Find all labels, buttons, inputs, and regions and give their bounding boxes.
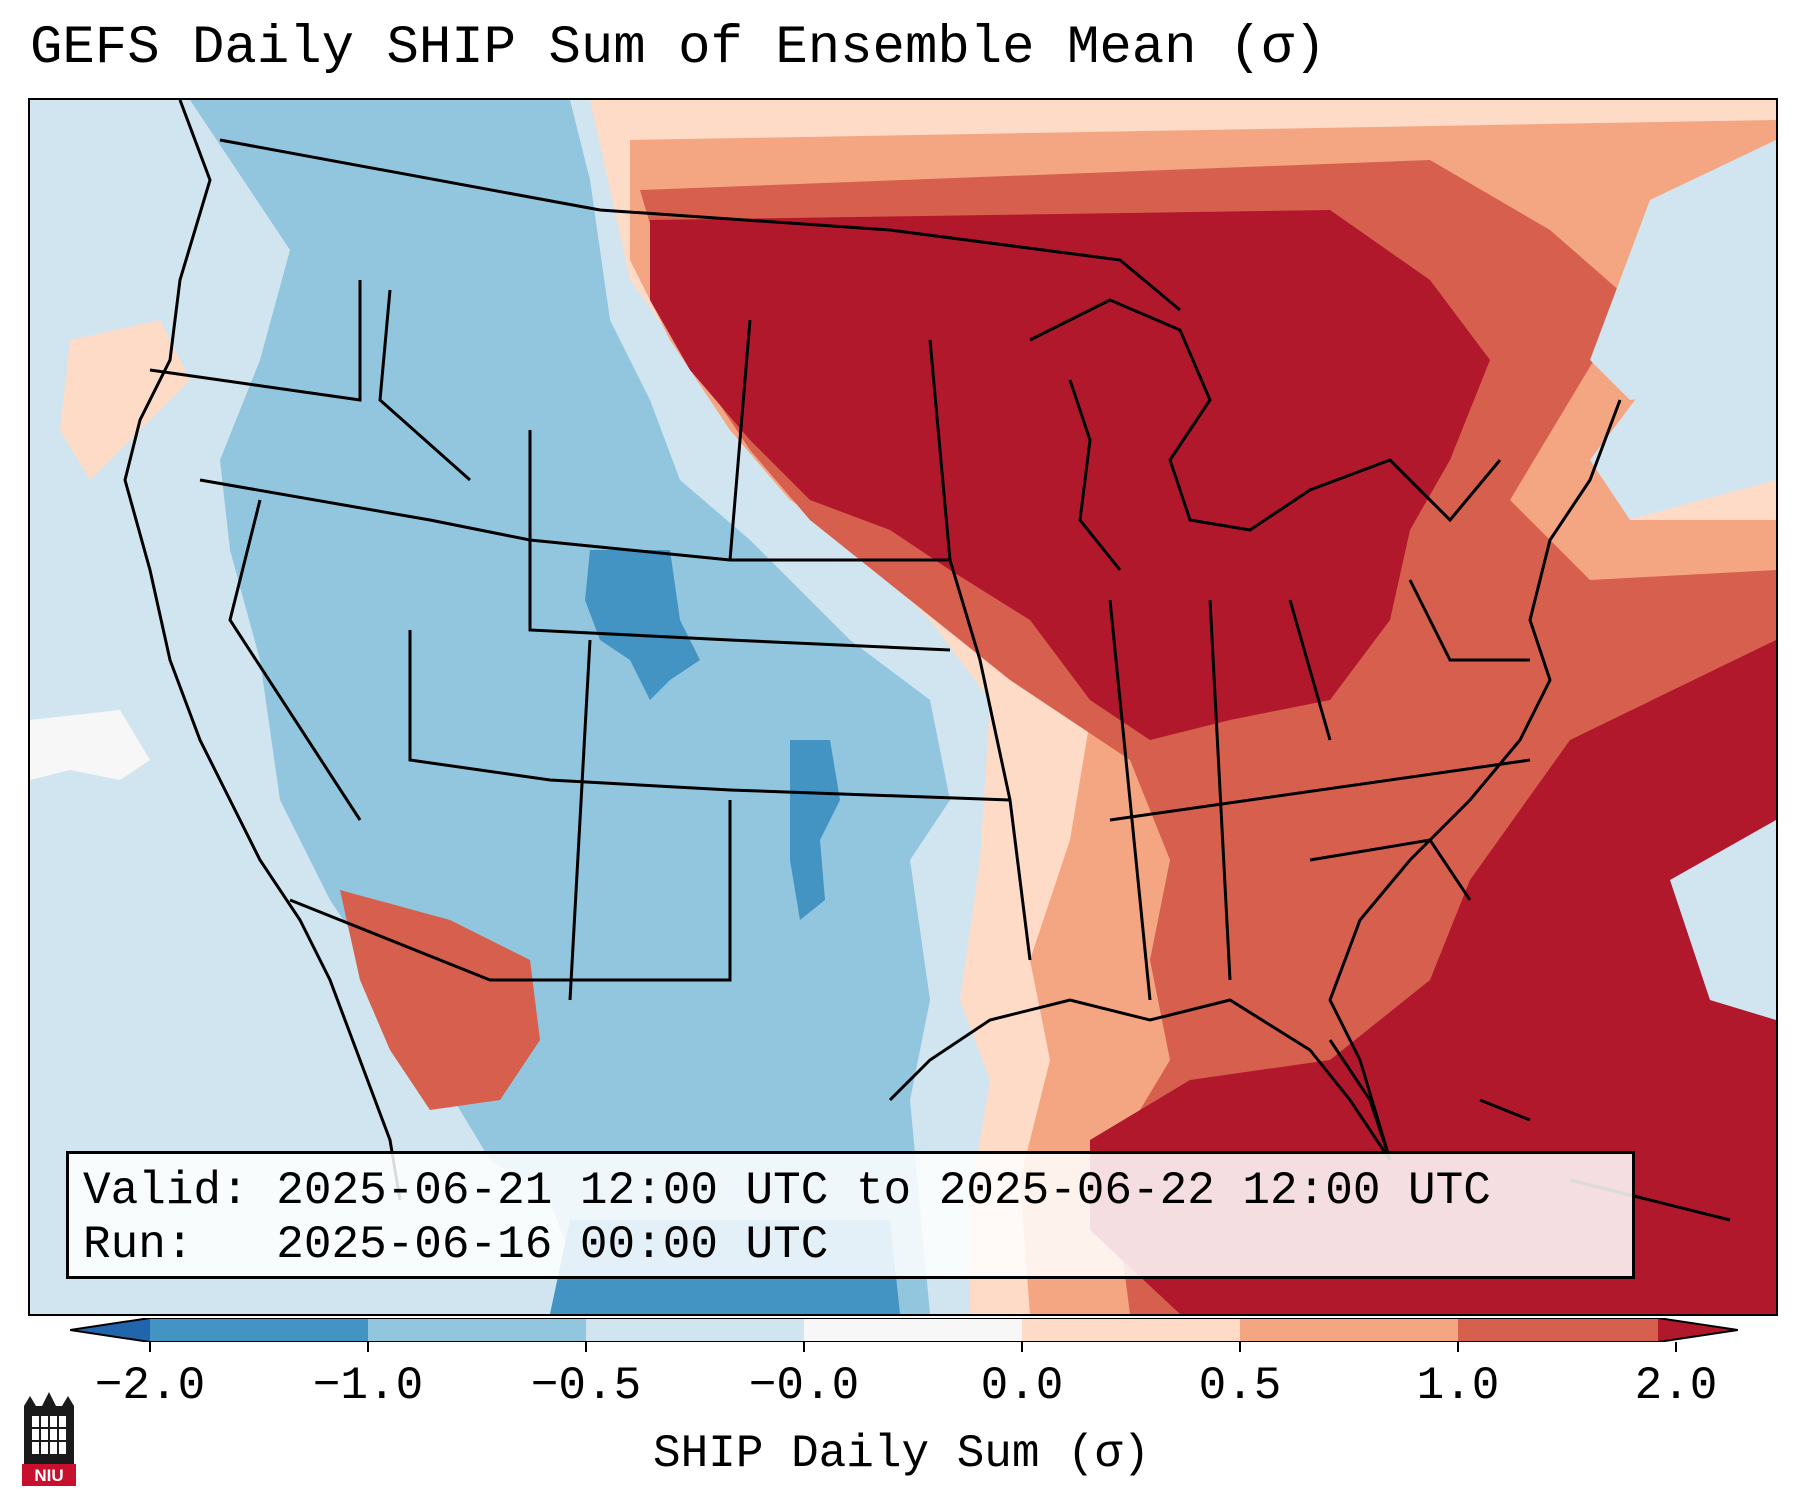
tick-mark bbox=[1675, 1342, 1677, 1352]
field-white-patch-pacific bbox=[30, 710, 150, 780]
colorbar-label: SHIP Daily Sum (σ) bbox=[653, 1428, 1150, 1480]
colorbar-bin-7 bbox=[1458, 1318, 1658, 1342]
field-dark-red-core bbox=[650, 210, 1490, 740]
logo-text: NIU bbox=[34, 1466, 63, 1485]
tick-label: 0.5 bbox=[1198, 1360, 1282, 1412]
tick-label: −0.5 bbox=[530, 1360, 642, 1412]
tick-label: 0.0 bbox=[980, 1360, 1064, 1412]
tick-label: −2.0 bbox=[94, 1360, 206, 1412]
tick-mark bbox=[149, 1342, 151, 1352]
valid-label: Valid: bbox=[83, 1165, 249, 1217]
colorbar-bin-1 bbox=[150, 1318, 368, 1342]
run-label: Run: bbox=[83, 1219, 194, 1271]
field-dark-blue-colorado bbox=[585, 550, 700, 700]
ship-field-map bbox=[30, 100, 1776, 1314]
field-medium-blue-west bbox=[190, 100, 950, 1314]
tick-mark bbox=[1457, 1342, 1459, 1352]
colorbar-extend-high bbox=[1658, 1318, 1738, 1342]
field-light-blue-northeast bbox=[1590, 140, 1776, 400]
boundary-lines bbox=[123, 100, 1731, 1222]
tick-mark bbox=[803, 1342, 805, 1352]
tick-mark bbox=[1021, 1342, 1023, 1352]
colorbar-bin-4 bbox=[804, 1318, 1022, 1342]
colorbar-bin-2 bbox=[368, 1318, 586, 1342]
field-dark-blue-oklahoma bbox=[790, 740, 840, 920]
tick-label: 1.0 bbox=[1416, 1360, 1500, 1412]
tick-label: 2.0 bbox=[1634, 1360, 1718, 1412]
niu-logo: NIU bbox=[22, 1392, 76, 1486]
field-dark-red-baja bbox=[340, 890, 540, 1110]
run-value: 2025-06-16 00:00 UTC bbox=[276, 1219, 829, 1271]
tick-mark bbox=[1239, 1342, 1241, 1352]
map-title: GEFS Daily SHIP Sum of Ensemble Mean (σ) bbox=[30, 18, 1327, 79]
valid-run-info-box: Valid: 2025-06-21 12:00 UTC to 2025-06-2… bbox=[66, 1151, 1635, 1279]
colorbar bbox=[70, 1318, 1738, 1342]
colorbar-bin-3 bbox=[586, 1318, 804, 1342]
tick-label: −1.0 bbox=[312, 1360, 424, 1412]
colorbar-extend-low bbox=[70, 1318, 150, 1342]
tick-mark bbox=[585, 1342, 587, 1352]
field-light-blue-atlantic bbox=[1670, 820, 1776, 1020]
colorbar-bin-6 bbox=[1240, 1318, 1458, 1342]
map-panel bbox=[28, 98, 1778, 1316]
tick-mark bbox=[367, 1342, 369, 1352]
colorbar-bin-5 bbox=[1022, 1318, 1240, 1342]
field-pink-patch-pacific bbox=[60, 320, 190, 480]
valid-value: 2025-06-21 12:00 UTC to 2025-06-22 12:00… bbox=[276, 1165, 1491, 1217]
tick-label: −0.0 bbox=[748, 1360, 860, 1412]
field-dark-red-southeast bbox=[1090, 640, 1776, 1314]
